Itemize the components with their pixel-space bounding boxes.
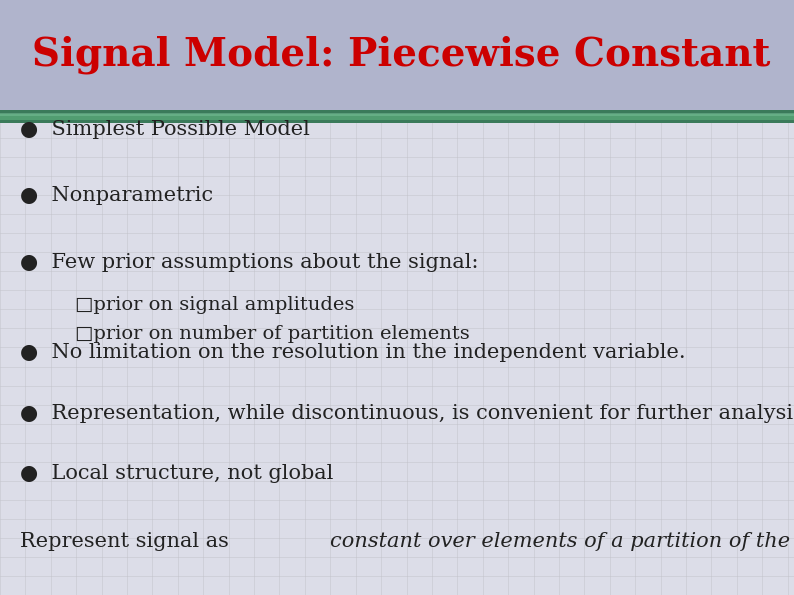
Text: ●  Few prior assumptions about the signal:: ● Few prior assumptions about the signal… bbox=[20, 253, 478, 273]
Bar bbox=[0, 113, 794, 116]
Bar bbox=[0, 110, 794, 123]
Text: □prior on number of partition elements: □prior on number of partition elements bbox=[75, 325, 470, 343]
Text: ●  Simplest Possible Model: ● Simplest Possible Model bbox=[20, 120, 310, 139]
Text: Represent signal as: Represent signal as bbox=[20, 532, 235, 551]
Text: ●  Representation, while discontinuous, is convenient for further analysis: ● Representation, while discontinuous, i… bbox=[20, 404, 794, 423]
Text: □prior on signal amplitudes: □prior on signal amplitudes bbox=[75, 296, 355, 314]
Bar bbox=[0, 0, 794, 110]
Text: ●  Local structure, not global: ● Local structure, not global bbox=[20, 464, 333, 483]
Text: constant over elements of a partition of the data space.: constant over elements of a partition of… bbox=[330, 532, 794, 551]
Bar bbox=[0, 114, 794, 120]
Text: ●  Nonparametric: ● Nonparametric bbox=[20, 186, 213, 205]
Text: ●  No limitation on the resolution in the independent variable.: ● No limitation on the resolution in the… bbox=[20, 343, 685, 362]
Text: Signal Model: Piecewise Constant: Signal Model: Piecewise Constant bbox=[32, 36, 770, 74]
